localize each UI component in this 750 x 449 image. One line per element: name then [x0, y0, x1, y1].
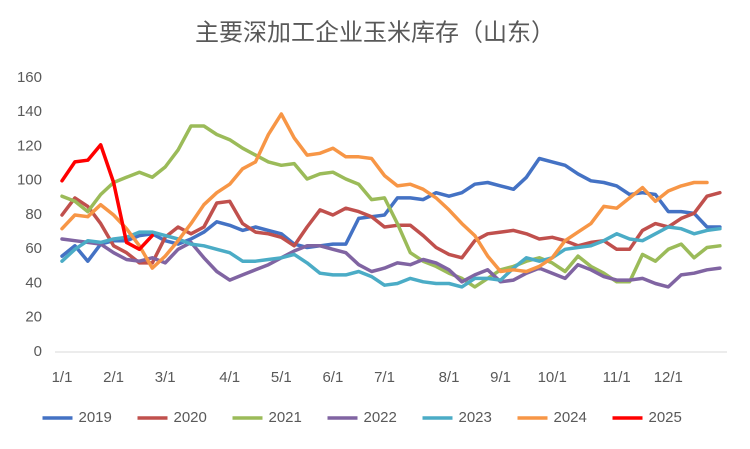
x-tick-label: 10/1 — [538, 369, 567, 386]
x-tick-label: 7/1 — [374, 369, 395, 386]
legend-label: 2022 — [364, 409, 397, 426]
y-tick-label: 60 — [25, 240, 42, 257]
legend-label: 2025 — [649, 409, 682, 426]
x-tick-label: 2/1 — [103, 369, 124, 386]
x-tick-label: 12/1 — [654, 369, 683, 386]
legend-label: 2024 — [554, 409, 587, 426]
series-line — [60, 225, 722, 289]
legend-label: 2019 — [79, 409, 112, 426]
x-tick-label: 5/1 — [271, 369, 292, 386]
x-tick-label: 8/1 — [439, 369, 460, 386]
series-line — [60, 112, 709, 274]
y-tick-label: 80 — [25, 206, 42, 223]
x-tick-label: 11/1 — [603, 369, 631, 386]
x-tick-label: 9/1 — [490, 369, 511, 386]
x-tick-label: 1/1 — [52, 369, 73, 386]
y-tick-label: 0 — [34, 343, 42, 360]
x-tick-label: 3/1 — [155, 369, 176, 386]
y-tick-label: 120 — [17, 137, 42, 154]
x-tick-label: 6/1 — [322, 369, 343, 386]
series-line — [60, 190, 722, 265]
y-tick-label: 140 — [17, 103, 42, 120]
series-line — [60, 143, 155, 252]
y-tick-label: 40 — [25, 274, 42, 291]
x-tick-label: 4/1 — [219, 369, 240, 386]
y-tick-label: 160 — [17, 69, 42, 86]
chart-title: 主要深加工企业玉米库存（山东） — [195, 19, 555, 46]
legend-label: 2020 — [174, 409, 207, 426]
series-line — [60, 237, 722, 289]
legend-label: 2023 — [459, 409, 492, 426]
series-line — [60, 156, 722, 263]
y-tick-label: 100 — [17, 172, 42, 189]
legend-label: 2021 — [269, 409, 302, 426]
y-tick-label: 20 — [25, 309, 42, 326]
